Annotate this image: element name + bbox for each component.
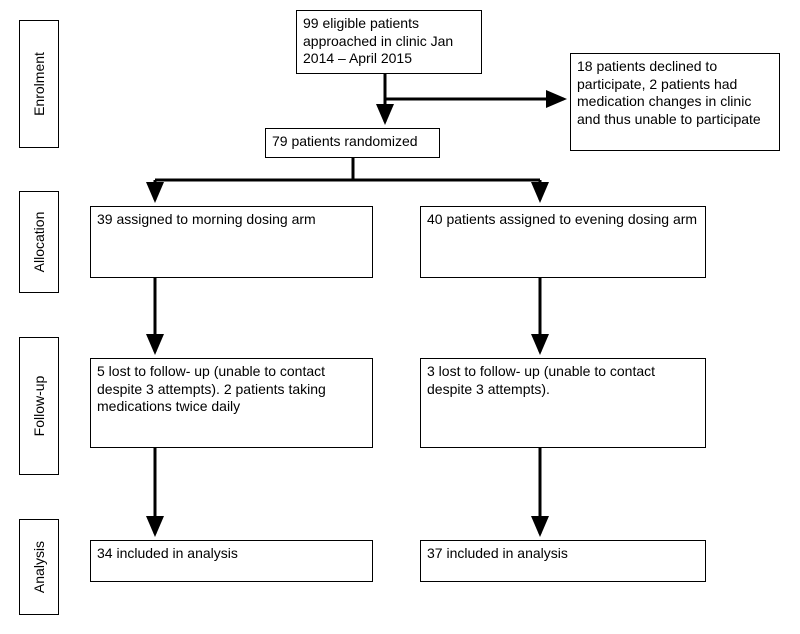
node-morning-lost: 5 lost to follow- up (unable to contact … — [90, 358, 373, 448]
stage-allocation-label: Allocation — [31, 212, 47, 273]
stage-analysis-label: Analysis — [31, 541, 47, 593]
node-randomized: 79 patients randomized — [265, 128, 440, 158]
stage-allocation: Allocation — [19, 191, 59, 293]
stage-enrolment-label: Enrolment — [31, 52, 47, 116]
node-eligible: 99 eligible patients approached in clini… — [296, 10, 482, 74]
node-morning-assigned: 39 assigned to morning dosing arm — [90, 206, 373, 278]
node-evening-lost: 3 lost to follow- up (unable to contact … — [420, 358, 706, 448]
node-evening-assigned: 40 patients assigned to evening dosing a… — [420, 206, 706, 278]
stage-followup: Follow-up — [19, 337, 59, 475]
stage-enrolment: Enrolment — [19, 20, 59, 148]
stage-followup-label: Follow-up — [31, 376, 47, 437]
node-declined: 18 patients declined to participate, 2 p… — [570, 53, 780, 151]
node-morning-analysis: 34 included in analysis — [90, 540, 373, 582]
node-evening-analysis: 37 included in analysis — [420, 540, 706, 582]
stage-analysis: Analysis — [19, 519, 59, 615]
